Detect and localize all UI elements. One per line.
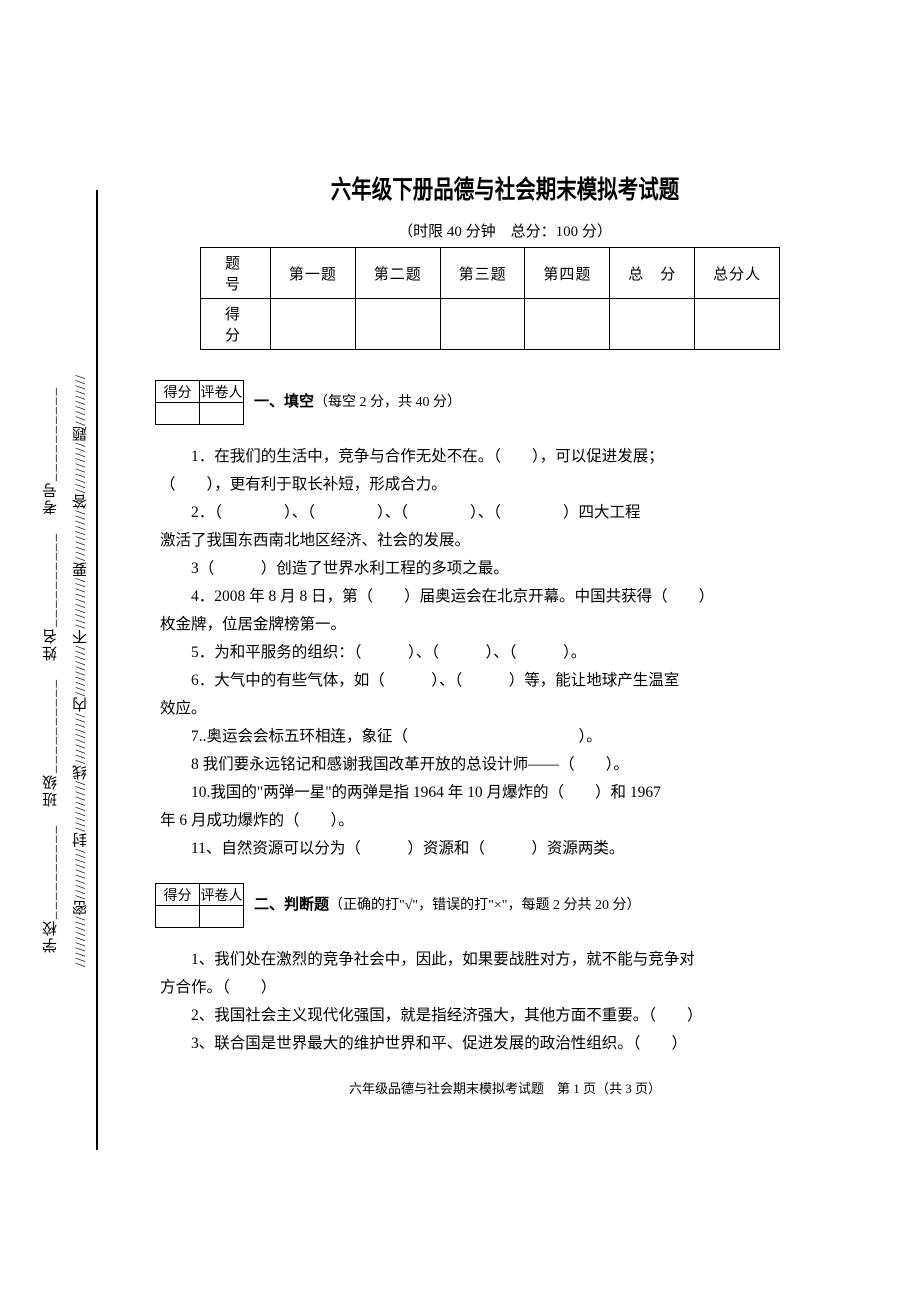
col-header: 第一题: [271, 248, 356, 299]
question-text: 11、自然资源可以分为（ ）资源和（ ）资源两类。: [160, 835, 860, 863]
mini-score-label: 得分: [156, 884, 200, 906]
question-text: 效应。: [160, 695, 860, 723]
mini-score-cell: [156, 906, 200, 928]
question-text: 3（ ）创造了世界水利工程的多项之最。: [160, 555, 860, 583]
page-title: 六年级下册品德与社会期末模拟考试题: [214, 170, 796, 206]
col-header: 第二题: [355, 248, 440, 299]
mini-score-label: 评卷人: [200, 884, 244, 906]
question-text: 3、联合国是世界最大的维护世界和平、促进发展的政治性组织。（ ）: [160, 1030, 860, 1058]
mini-score-cell: [156, 403, 200, 425]
student-info-strip: 学校__________ 班级__________ 姓名__________ 考…: [40, 190, 60, 1150]
mini-score-table: 得分 评卷人: [155, 380, 244, 425]
section-1-questions: 1．在我们的生活中，竞争与合作无处不在。（ ），可以促进发展； （ ），更有利于…: [160, 443, 860, 863]
question-text: 10.我国的"两弹一星"的两弹是指 1964 年 10 月爆炸的（ ）和 196…: [160, 779, 860, 807]
table-row: 题 号 第一题 第二题 第三题 第四题 总 分 总分人: [201, 248, 780, 299]
question-text: 激活了我国东西南北地区经济、社会的发展。: [160, 527, 860, 555]
mini-score-label: 得分: [156, 381, 200, 403]
question-text: 5．为和平服务的组织：（ ）、（ ）、（ ）。: [160, 639, 860, 667]
section-name: 判断题: [284, 896, 329, 913]
question-text: 7..奥运会会标五环相连，象征（ ）。: [160, 723, 860, 751]
table-row: 得 分: [201, 299, 780, 350]
question-text: 1．在我们的生活中，竞争与合作无处不在。（ ），可以促进发展；: [160, 443, 860, 471]
section-2-header: 得分 评卷人 二、判断题（正确的打"√"，错误的打"×"，每题 2 分共 20 …: [60, 883, 860, 928]
table-row: 得分 评卷人: [156, 884, 244, 906]
section-2-title: 二、判断题（正确的打"√"，错误的打"×"，每题 2 分共 20 分）: [254, 883, 640, 914]
col-header: 题 号: [201, 248, 271, 299]
question-text: 方合作。（ ）: [160, 974, 860, 1002]
page-subtitle: （时限 40 分钟 总分：100 分）: [150, 220, 860, 241]
section-number: 一、: [254, 393, 284, 410]
mini-score-cell: [200, 906, 244, 928]
question-text: 枚金牌，位居金牌榜第一。: [160, 611, 860, 639]
question-text: 2．（ ）、（ ）、（ ）、（ ）四大工程: [160, 499, 860, 527]
question-text: 4．2008 年 8 月 8 日，第（ ）届奥运会在北京开幕。中国共获得（ ）: [160, 583, 860, 611]
question-text: 8 我们要永远铭记和感谢我国改革开放的总设计师——（ ）。: [160, 751, 860, 779]
section-2-questions: 1、我们处在激烈的竞争社会中，因此，如果要战胜对方，就不能与竞争对 方合作。（ …: [160, 946, 860, 1058]
section-1-header: 得分 评卷人 一、填空（每空 2 分，共 40 分）: [60, 380, 860, 425]
score-cell: [525, 299, 610, 350]
section-name: 填空: [284, 393, 314, 410]
score-cell: [355, 299, 440, 350]
score-cell: [610, 299, 695, 350]
mini-score-table: 得分 评卷人: [155, 883, 244, 928]
col-header: 总分人: [695, 248, 780, 299]
question-text: 年 6 月成功爆炸的（ ）。: [160, 807, 860, 835]
question-text: （ ），更有利于取长补短，形成合力。: [160, 471, 860, 499]
table-row: [156, 403, 244, 425]
mini-score-label: 评卷人: [200, 381, 244, 403]
page-content: 六年级下册品德与社会期末模拟考试题 （时限 40 分钟 总分：100 分） 题 …: [60, 170, 860, 1097]
question-text: 1、我们处在激烈的竞争社会中，因此，如果要战胜对方，就不能与竞争对: [160, 946, 860, 974]
page-footer: 六年级品德与社会期末模拟考试题 第 1 页（共 3 页）: [150, 1078, 860, 1097]
score-cell: [695, 299, 780, 350]
section-note: （每空 2 分，共 40 分）: [314, 395, 461, 410]
col-header: 第四题: [525, 248, 610, 299]
table-row: [156, 906, 244, 928]
section-note: （正确的打"√"，错误的打"×"，每题 2 分共 20 分）: [329, 898, 640, 913]
col-header: 第三题: [440, 248, 525, 299]
main-score-table: 题 号 第一题 第二题 第三题 第四题 总 分 总分人 得 分: [200, 247, 780, 350]
section-1-title: 一、填空（每空 2 分，共 40 分）: [254, 380, 461, 411]
question-text: 6．大气中的有些气体，如（ ）、（ ）等，能让地球产生温室: [160, 667, 860, 695]
section-number: 二、: [254, 896, 284, 913]
question-text: 2、我国社会主义现代化强国，就是指经济强大，其他方面不重要。（ ）: [160, 1002, 860, 1030]
score-cell: [440, 299, 525, 350]
col-header: 总 分: [610, 248, 695, 299]
table-row: 得分 评卷人: [156, 381, 244, 403]
row-label: 得 分: [201, 299, 271, 350]
score-cell: [271, 299, 356, 350]
mini-score-cell: [200, 403, 244, 425]
